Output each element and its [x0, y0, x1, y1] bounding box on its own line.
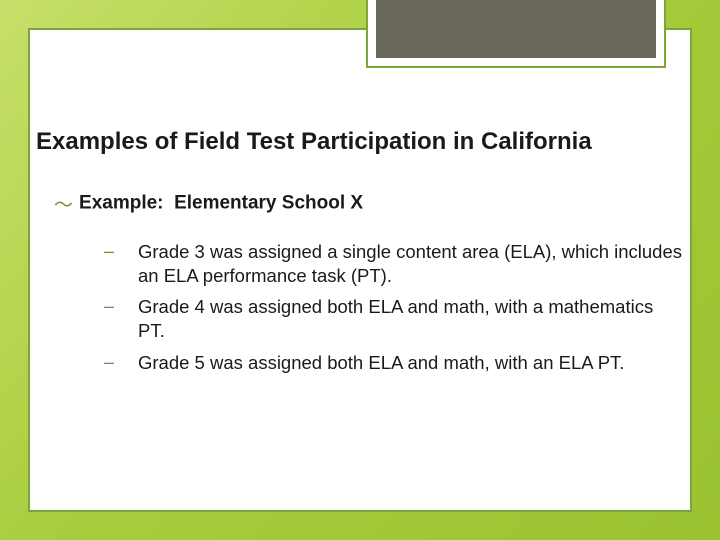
slide-title: Examples of Field Test Participation in … — [36, 128, 690, 156]
list-item: Grade 4 was assigned both ELA and math, … — [90, 295, 682, 342]
list-item: Grade 3 was assigned a single content ar… — [90, 240, 682, 287]
bullet-decorator-icon: ～ — [54, 190, 73, 217]
header-box — [366, 0, 666, 68]
main-bullet: ～ Example: Elementary School X — [54, 190, 680, 217]
slide: Examples of Field Test Participation in … — [0, 0, 720, 540]
header-box-fill — [376, 0, 656, 58]
main-bullet-rest-text: Elementary School X — [174, 193, 363, 214]
sub-bullet-list: Grade 3 was assigned a single content ar… — [90, 240, 682, 382]
main-bullet-lead: Example: — [79, 193, 163, 214]
list-item: Grade 5 was assigned both ELA and math, … — [90, 351, 682, 375]
